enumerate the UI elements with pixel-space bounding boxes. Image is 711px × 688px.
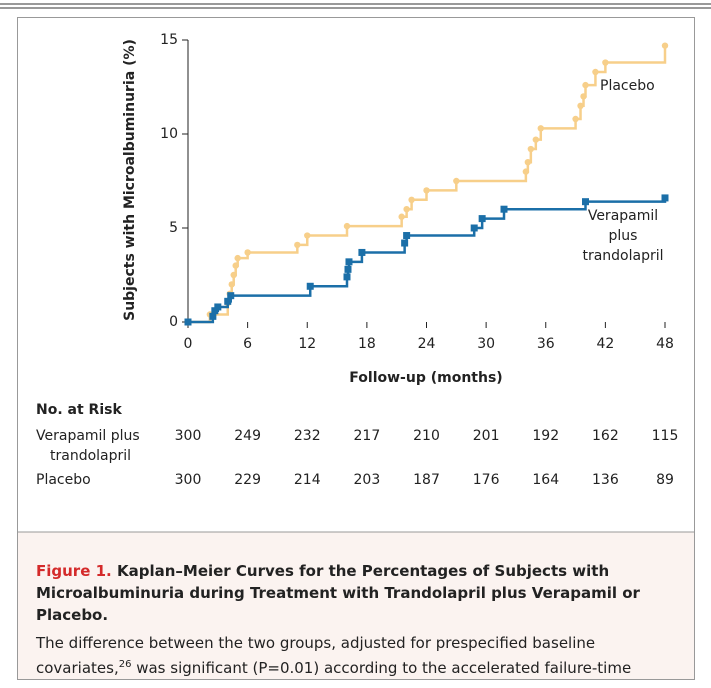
risk-value: 89 xyxy=(656,472,674,488)
censor-mark xyxy=(211,307,219,315)
series xyxy=(184,42,669,326)
step-segment xyxy=(605,45,667,64)
y-tick-label: 5 xyxy=(169,220,178,236)
censor-mark xyxy=(344,265,352,273)
censor-mark xyxy=(408,196,415,203)
censor-mark xyxy=(470,224,478,232)
censor-mark xyxy=(580,93,587,100)
caption: Figure 1. Kaplan–Meier Curves for the Pe… xyxy=(30,560,680,680)
censor-mark xyxy=(602,59,609,66)
x-tick-label: 30 xyxy=(477,336,495,352)
y-tick-label: 0 xyxy=(169,314,178,330)
censor-mark xyxy=(184,318,192,326)
censor-mark xyxy=(423,187,430,194)
risk-value: 187 xyxy=(413,472,440,488)
risk-value: 229 xyxy=(234,472,261,488)
y-tick-label: 10 xyxy=(160,126,178,142)
risk-title: No. at Risk xyxy=(36,402,122,418)
x-tick-label: 48 xyxy=(656,336,674,352)
risk-value: 214 xyxy=(294,472,321,488)
caption-label: Figure 1. xyxy=(36,562,112,580)
x-tick-label: 24 xyxy=(418,336,436,352)
caption-title: Kaplan–Meier Curves for the Percentages … xyxy=(36,562,640,624)
risk-value: 115 xyxy=(652,428,679,444)
risk-value: 300 xyxy=(175,428,202,444)
step-segment xyxy=(585,71,597,87)
censor-mark xyxy=(403,206,410,213)
x-tick-label: 0 xyxy=(184,336,193,352)
caption-body: The difference between the two groups, a… xyxy=(36,632,680,680)
censor-mark xyxy=(294,241,301,249)
risk-value: 249 xyxy=(234,428,261,444)
risk-value: 217 xyxy=(354,428,381,444)
censor-mark xyxy=(532,136,540,143)
x-tick-label: 42 xyxy=(596,336,614,352)
censor-mark xyxy=(227,292,235,300)
caption-text-after: was significant (P=0.01) according to th… xyxy=(136,659,632,677)
x-tick-label: 6 xyxy=(243,336,252,352)
risk-value: 201 xyxy=(473,428,500,444)
censor-mark xyxy=(500,205,508,213)
censor-mark xyxy=(234,254,241,262)
series xyxy=(184,194,669,326)
censor-mark xyxy=(577,102,584,110)
risk-value: 203 xyxy=(354,472,381,488)
caption-text: Figure 1. Kaplan–Meier Curves for the Pe… xyxy=(30,560,680,680)
x-tick-label: 12 xyxy=(298,336,316,352)
y-axis-label: Subjects with Microalbuminuria (%) xyxy=(122,39,138,321)
censor-mark xyxy=(572,115,579,123)
risk-row-label: Placebo xyxy=(36,472,91,488)
censor-mark xyxy=(592,68,599,76)
series-label-box: Verapamil plus trandolapril xyxy=(582,208,664,264)
censor-mark xyxy=(244,249,251,256)
caption-superscript: 26 xyxy=(118,659,132,670)
series-label: Verapamil plus trandolapril xyxy=(582,208,664,264)
censor-mark xyxy=(522,168,530,175)
censor-mark xyxy=(209,312,217,320)
risk-row-label-box: Placebo xyxy=(36,472,91,488)
caption-box xyxy=(18,532,694,679)
x-tick-label: 36 xyxy=(537,336,555,352)
y-tick-label: 15 xyxy=(160,32,178,48)
risk-value: 176 xyxy=(473,472,500,488)
censor-mark xyxy=(214,303,222,311)
censor-mark xyxy=(537,125,544,132)
censor-mark xyxy=(478,215,486,223)
caption-text-before: The difference between the two groups, a… xyxy=(36,634,596,677)
risk-row-label-box: Verapamil plus trandolapril xyxy=(36,428,140,464)
censor-mark xyxy=(358,248,366,256)
censor-mark xyxy=(228,281,235,288)
censor-mark xyxy=(232,262,239,269)
risk-row-label: Verapamil plus trandolapril xyxy=(36,428,140,464)
censor-mark xyxy=(527,145,535,153)
x-axis-label: Follow-up (months) xyxy=(349,370,502,386)
censor-mark xyxy=(230,271,237,279)
censor-mark xyxy=(345,258,353,266)
censor-mark xyxy=(524,159,532,166)
censor-mark xyxy=(306,282,314,290)
risk-value: 210 xyxy=(413,428,440,444)
censor-mark xyxy=(403,232,411,240)
censor-mark xyxy=(224,297,232,305)
risk-value: 192 xyxy=(532,428,559,444)
caption-heading: Figure 1. Kaplan–Meier Curves for the Pe… xyxy=(36,560,680,626)
censor-mark xyxy=(304,232,311,239)
risk-value: 164 xyxy=(532,472,559,488)
censor-mark xyxy=(661,42,669,49)
risk-value: 162 xyxy=(592,428,619,444)
risk-value: 232 xyxy=(294,428,321,444)
censor-mark xyxy=(582,81,589,89)
risk-value: 136 xyxy=(592,472,619,488)
censor-mark xyxy=(661,194,669,202)
series-label: Placebo xyxy=(600,78,655,94)
censor-mark xyxy=(453,177,460,185)
censor-mark xyxy=(398,213,405,220)
x-tick-label: 18 xyxy=(358,336,376,352)
risk-value: 300 xyxy=(175,472,202,488)
censor-mark xyxy=(582,198,589,206)
censor-mark xyxy=(401,239,409,247)
censor-mark xyxy=(343,222,351,230)
censor-mark xyxy=(343,273,351,281)
